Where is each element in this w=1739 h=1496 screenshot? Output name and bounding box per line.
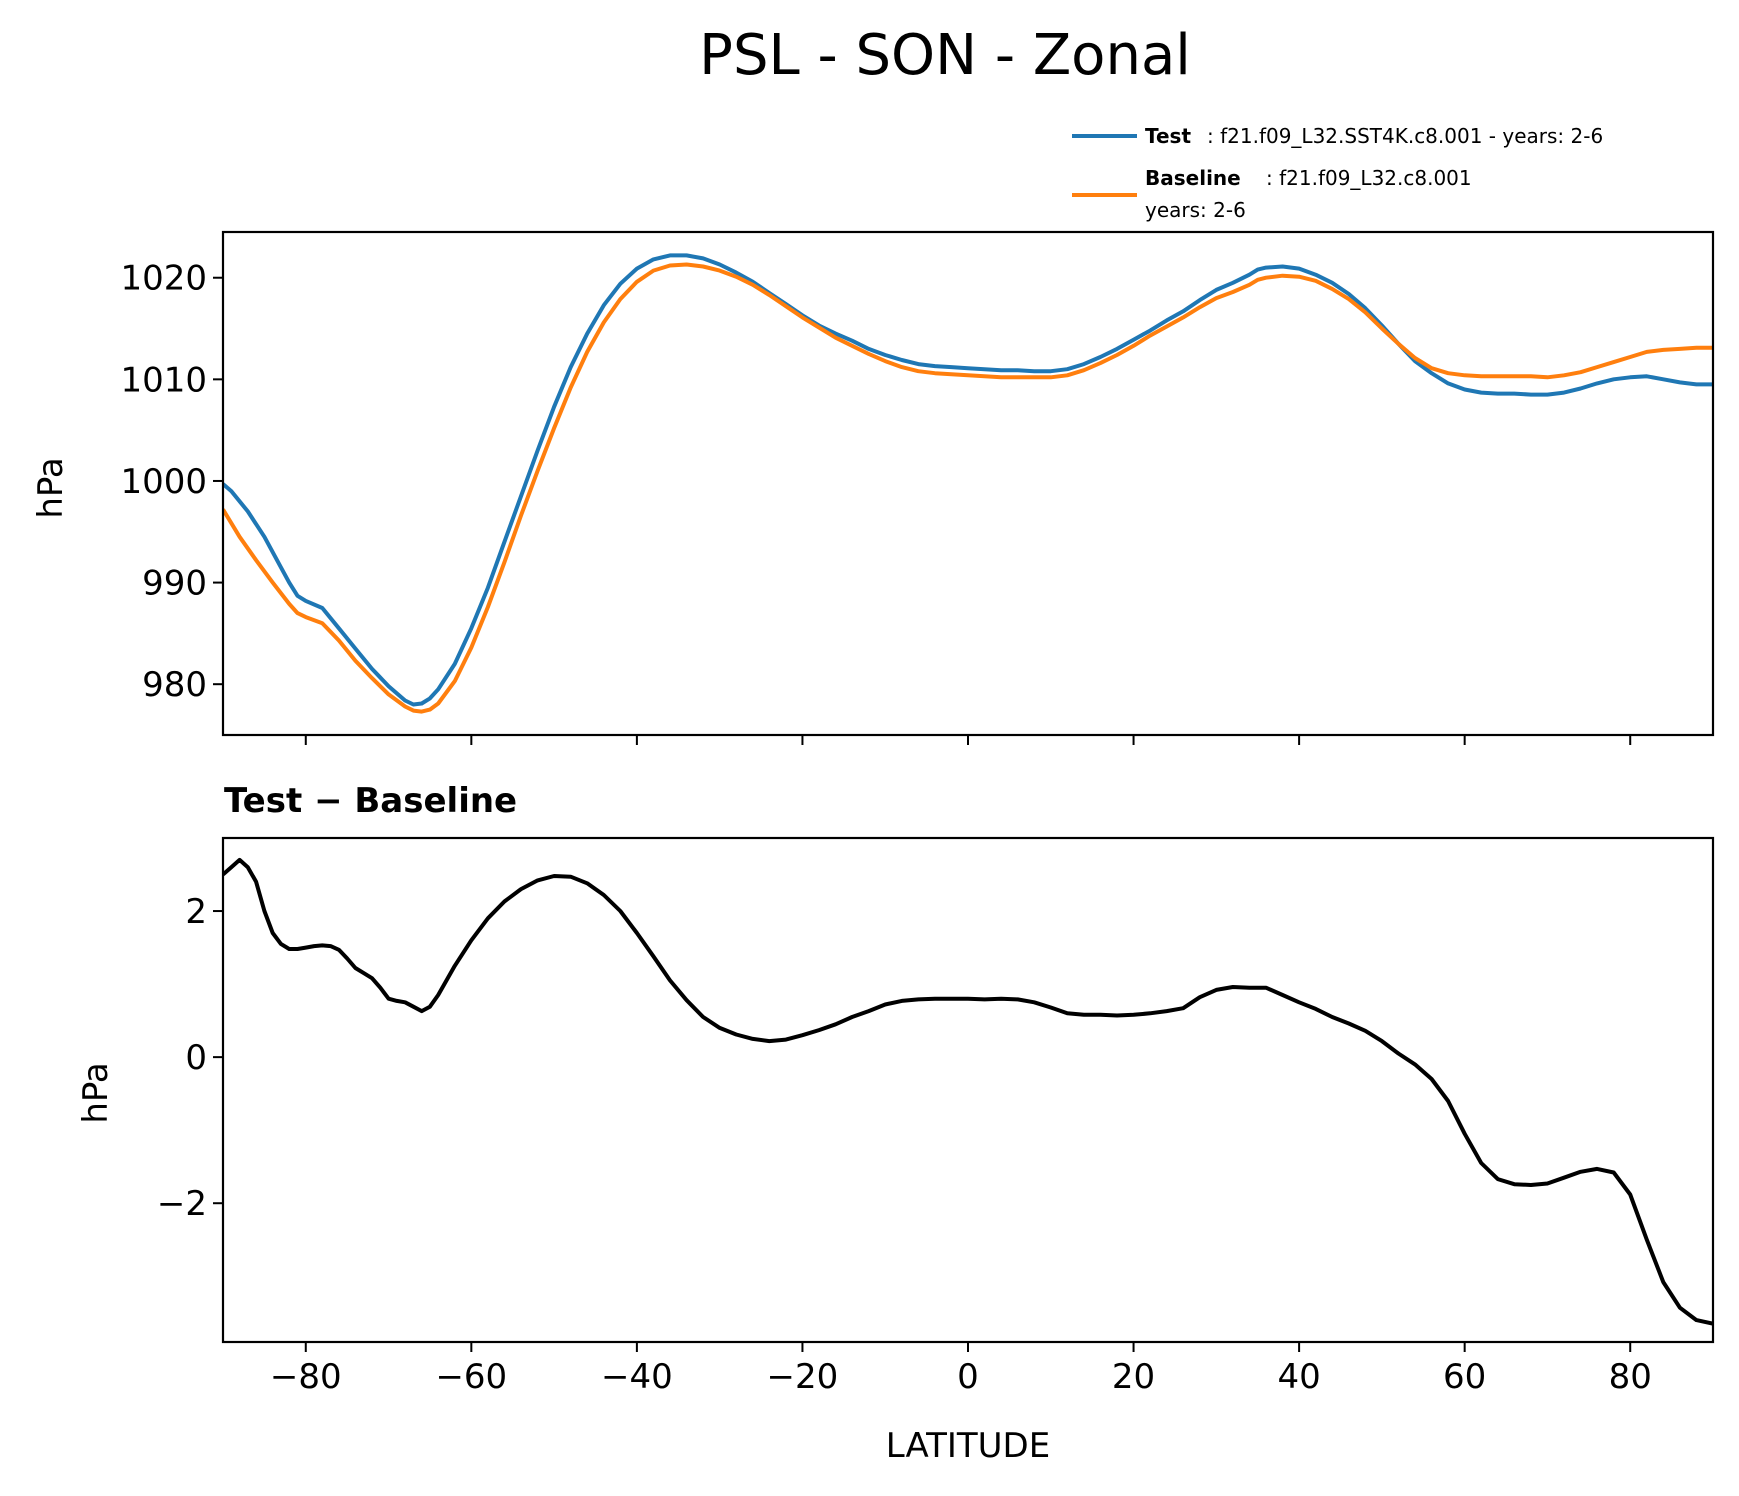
- legend-baseline-years: years: 2-6: [1145, 198, 1246, 222]
- top-axes-frame: [221, 230, 1715, 737]
- legend-baseline-text: : f21.f09_L32.c8.001: [1266, 166, 1472, 190]
- bottom-series-test-baseline: [223, 857, 1713, 1326]
- bottom-xtick-label: −40: [601, 1357, 673, 1397]
- top-ytick-label: 1010: [120, 360, 207, 400]
- bottom-xtick-label: 60: [1443, 1357, 1486, 1397]
- bottom-xtick-label: −20: [767, 1357, 839, 1397]
- top-series-baseline: [223, 262, 1713, 714]
- bottom-xtick-label: 0: [957, 1357, 979, 1397]
- bottom-xtick-label: 20: [1112, 1357, 1155, 1397]
- figure-title: PSL - SON - Zonal: [699, 23, 1191, 88]
- top-ylabel: hPa: [31, 457, 71, 518]
- top-ytick-label: 990: [142, 564, 207, 604]
- top-series-test: [223, 253, 1713, 707]
- bottom-xtick-label: 40: [1277, 1357, 1320, 1397]
- bottom-xtick-label: 80: [1609, 1357, 1652, 1397]
- bottom-ytick-label: 2: [185, 892, 207, 932]
- bottom-ytick-label: −2: [157, 1184, 207, 1224]
- bottom-panel: Test − Baseline −202 −80 −60 −40 −20 0 20 40 60…: [76, 781, 1715, 1466]
- legend-test-text: : f21.f09_L32.SST4K.c8.001 - years: 2-6: [1207, 124, 1603, 148]
- bottom-xlabel: LATITUDE: [886, 1426, 1050, 1466]
- legend-baseline-name: Baseline: [1145, 166, 1241, 190]
- bottom-axes-frame: [221, 836, 1715, 1344]
- bottom-ylabel: hPa: [76, 1062, 116, 1123]
- legend: Test : f21.f09_L32.SST4K.c8.001 - years:…: [1072, 124, 1603, 222]
- top-panel: 980 990 1000 1010 1020 hPa: [31, 230, 1715, 745]
- bottom-xtick-label: −80: [270, 1357, 342, 1397]
- legend-test-name: Test: [1145, 124, 1191, 148]
- bottom-title: Test − Baseline: [224, 781, 517, 821]
- top-ytick-label: 1000: [120, 462, 207, 502]
- bottom-xtick-label: −60: [435, 1357, 507, 1397]
- top-ytick-label: 980: [142, 665, 207, 705]
- bottom-ytick-label: 0: [185, 1038, 207, 1078]
- top-ytick-label: 1020: [120, 259, 207, 299]
